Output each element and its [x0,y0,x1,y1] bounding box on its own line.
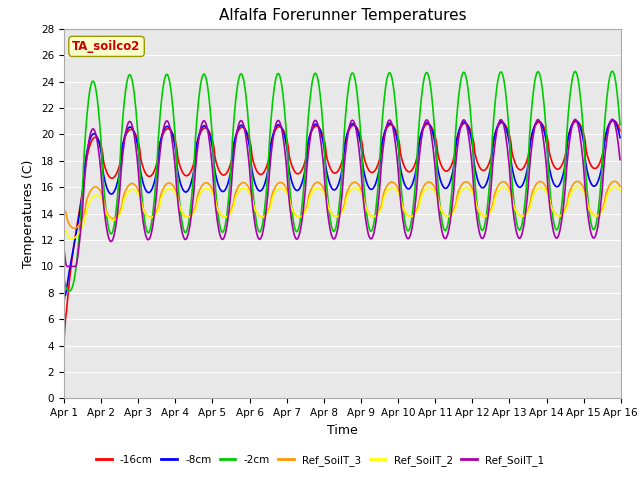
Legend: -16cm, -8cm, -2cm, Ref_SoilT_3, Ref_SoilT_2, Ref_SoilT_1: -16cm, -8cm, -2cm, Ref_SoilT_3, Ref_Soil… [92,451,548,470]
Text: TA_soilco2: TA_soilco2 [72,40,141,53]
Title: Alfalfa Forerunner Temperatures: Alfalfa Forerunner Temperatures [219,9,466,24]
X-axis label: Time: Time [327,424,358,437]
Y-axis label: Temperatures (C): Temperatures (C) [22,159,35,268]
